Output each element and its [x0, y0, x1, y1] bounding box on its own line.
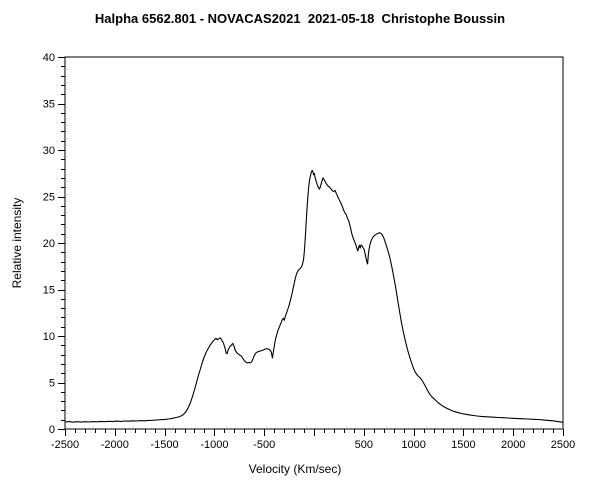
x-tick-label: 500 [355, 439, 373, 451]
x-tick-label: -1000 [200, 439, 228, 451]
x-tick-label: -2500 [51, 439, 79, 451]
y-tick-label: 25 [43, 192, 55, 204]
spectrum-curve [64, 169, 564, 423]
y-tick-label: 0 [49, 424, 55, 436]
x-tick-label: 2500 [551, 439, 575, 451]
y-tick-label: 30 [43, 145, 55, 157]
x-axis-label: Velocity (Km/sec) [249, 462, 342, 476]
x-tick-label: -1500 [151, 439, 179, 451]
plot-border [64, 56, 564, 430]
chart-title: Halpha 6562.801 - NOVACAS2021 2021-05-18… [94, 11, 506, 26]
y-axis-label: Relative intensity [10, 198, 24, 289]
y-tick-label: 15 [43, 285, 55, 297]
y-tick-label: 10 [43, 331, 55, 343]
axis-tick-labels: -2500 -2000 -1500 -1000 -500 500 1000 1500 2000 2… [43, 52, 575, 451]
y-tick-label: 40 [43, 52, 55, 64]
x-tick-label: 2000 [501, 439, 525, 451]
y-tick-label: 20 [43, 238, 55, 250]
axis-ticks [58, 57, 564, 436]
x-tick-label: -500 [253, 439, 275, 451]
x-tick-label: 1000 [401, 439, 425, 451]
spectrum-polyline [64, 169, 564, 423]
x-tick-label: -2000 [101, 439, 129, 451]
y-tick-label: 35 [43, 99, 55, 111]
y-tick-label: 5 [49, 378, 55, 390]
x-tick-label: 1500 [451, 439, 475, 451]
